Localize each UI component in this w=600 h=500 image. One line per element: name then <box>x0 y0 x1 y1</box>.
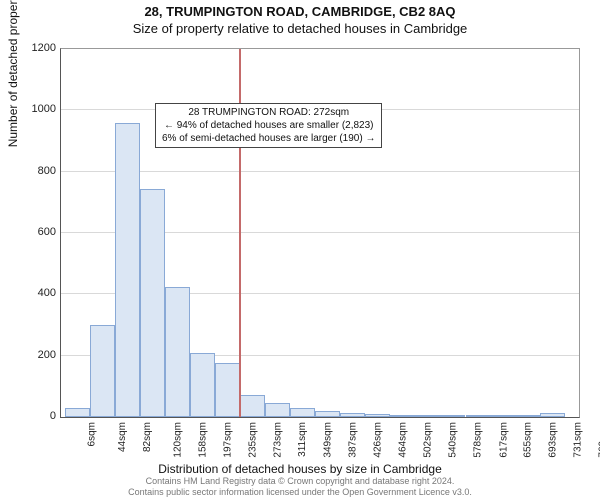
x-tick-label: 617sqm <box>498 422 509 458</box>
histogram-bar <box>440 415 465 417</box>
x-tick-label: 158sqm <box>197 422 208 458</box>
histogram-bar <box>290 408 315 417</box>
histogram-bar <box>215 363 240 417</box>
histogram-bar <box>265 403 290 417</box>
x-tick-label: 693sqm <box>548 422 559 458</box>
y-tick-label: 1000 <box>16 103 56 115</box>
page-title-sub: Size of property relative to detached ho… <box>0 19 600 36</box>
footer-line-1: Contains HM Land Registry data © Crown c… <box>0 476 600 487</box>
x-tick-label: 578sqm <box>473 422 484 458</box>
histogram-bar <box>315 411 340 417</box>
x-tick-label: 387sqm <box>347 422 358 458</box>
y-axis-label: Number of detached properties <box>6 0 20 147</box>
x-tick-label: 6sqm <box>86 422 97 446</box>
x-tick-label: 44sqm <box>117 422 128 452</box>
annotation-box: 28 TRUMPINGTON ROAD: 272sqm← 94% of deta… <box>155 103 382 148</box>
histogram-bar <box>90 325 115 417</box>
histogram-bar <box>190 353 215 417</box>
x-tick-label: 82sqm <box>142 422 153 452</box>
x-tick-label: 502sqm <box>423 422 434 458</box>
y-tick-label: 800 <box>16 165 56 177</box>
x-tick-label: 655sqm <box>523 422 534 458</box>
annotation-line: ← 94% of detached houses are smaller (2,… <box>162 119 375 132</box>
footer-line-2: Contains public sector information licen… <box>0 487 600 498</box>
x-tick-label: 120sqm <box>172 422 183 458</box>
x-tick-label: 349sqm <box>322 422 333 458</box>
histogram-chart: 28 TRUMPINGTON ROAD: 272sqm← 94% of deta… <box>60 48 580 418</box>
histogram-bar <box>240 395 265 417</box>
histogram-bar <box>515 415 540 417</box>
histogram-bar <box>490 415 515 417</box>
histogram-bar <box>340 413 365 417</box>
y-tick-label: 200 <box>16 349 56 361</box>
y-tick-label: 600 <box>16 226 56 238</box>
annotation-line: 6% of semi-detached houses are larger (1… <box>162 132 375 145</box>
histogram-bar <box>540 413 565 417</box>
x-tick-label: 235sqm <box>248 422 259 458</box>
annotation-line: 28 TRUMPINGTON ROAD: 272sqm <box>162 106 375 119</box>
histogram-bar <box>365 414 390 417</box>
page-title-address: 28, TRUMPINGTON ROAD, CAMBRIDGE, CB2 8AQ <box>0 0 600 19</box>
x-tick-label: 197sqm <box>223 422 234 458</box>
x-axis-label: Distribution of detached houses by size … <box>0 462 600 476</box>
histogram-bar <box>165 287 190 417</box>
y-tick-label: 0 <box>16 410 56 422</box>
histogram-bar <box>390 415 415 417</box>
histogram-bar <box>115 123 140 417</box>
histogram-bar <box>65 408 90 417</box>
x-tick-label: 731sqm <box>573 422 584 458</box>
x-tick-label: 464sqm <box>398 422 409 458</box>
histogram-bar <box>466 415 491 417</box>
y-tick-label: 400 <box>16 287 56 299</box>
x-tick-label: 426sqm <box>373 422 384 458</box>
x-tick-label: 540sqm <box>448 422 459 458</box>
histogram-bar <box>140 189 165 417</box>
x-tick-label: 311sqm <box>297 422 308 457</box>
x-tick-label: 273sqm <box>273 422 284 458</box>
footer-attribution: Contains HM Land Registry data © Crown c… <box>0 476 600 498</box>
histogram-bar <box>415 415 440 417</box>
y-tick-label: 1200 <box>16 42 56 54</box>
